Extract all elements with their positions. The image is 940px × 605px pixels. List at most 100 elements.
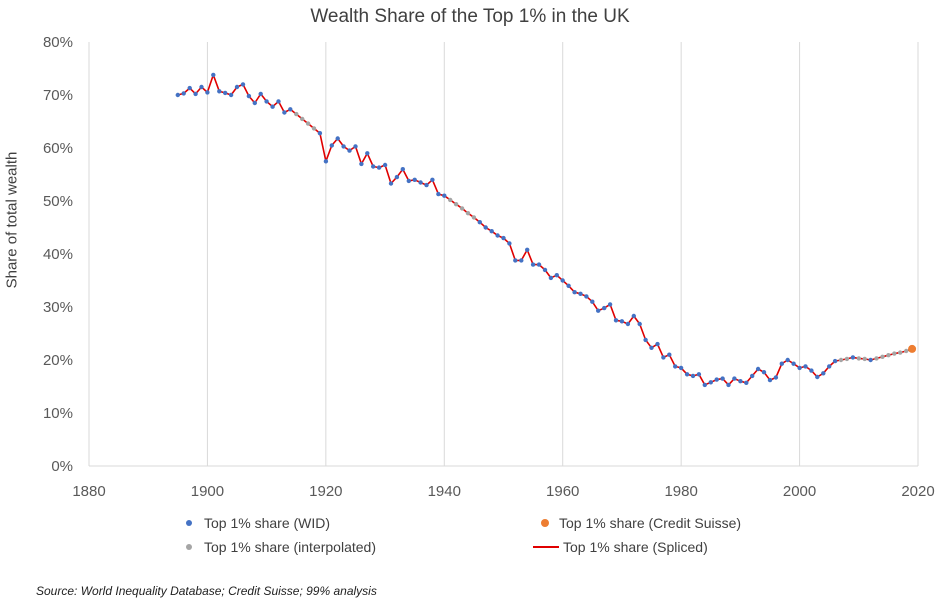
x-tick-label-1960: 1960	[546, 483, 579, 500]
wid-point-1969	[613, 318, 619, 323]
wid-point-2001	[803, 364, 808, 369]
wid-point-1926	[359, 161, 364, 167]
wid-point-1923	[341, 144, 346, 149]
wid-point-1953	[519, 258, 524, 263]
wid-point-1992	[750, 373, 755, 379]
wid-point-1980	[678, 365, 684, 371]
y-tick-label-0%: 0%	[51, 458, 73, 475]
wid-point-1975	[649, 345, 654, 350]
wid-point-1904	[228, 92, 234, 98]
wid-point-1947	[483, 225, 488, 230]
wid-point-1988	[726, 382, 731, 388]
wid-point-1910	[264, 99, 269, 104]
wid-point-1968	[607, 302, 613, 307]
legend-spliced-label: Top 1% share (Spliced)	[563, 539, 708, 555]
interpolated-point-1942	[453, 202, 459, 207]
wid-point-1987	[720, 376, 725, 381]
legend-interp-marker-icon	[186, 544, 192, 550]
wid-point-1895	[175, 92, 180, 98]
wid-point-1970	[619, 319, 625, 324]
wid-point-1935	[412, 177, 417, 182]
wid-point-1951	[507, 241, 512, 246]
wid-point-1985	[708, 380, 713, 385]
wid-point-2005	[827, 364, 832, 369]
y-tick-label-50%: 50%	[43, 193, 73, 210]
gridlines	[88, 42, 919, 467]
wid-point-1902	[217, 89, 222, 94]
wid-point-1962	[572, 290, 577, 295]
wid-point-1928	[371, 164, 376, 169]
interpolated-point-2010	[856, 356, 861, 361]
wid-point-1937	[424, 182, 429, 188]
wid-point-1971	[625, 321, 631, 327]
spliced-line	[177, 74, 913, 386]
wid-point-1964	[584, 294, 589, 299]
wid-point-1911	[270, 104, 275, 109]
wid-point-1961	[566, 283, 571, 288]
y-tick-label-30%: 30%	[43, 299, 73, 316]
wid-point-1933	[400, 167, 405, 172]
wid-point-1938	[430, 177, 435, 182]
wid-point-1998	[785, 357, 790, 363]
wid-point-1963	[578, 291, 583, 296]
wid-point-1983	[696, 372, 702, 377]
wid-point-1993	[755, 366, 761, 372]
y-tick-label-60%: 60%	[43, 140, 73, 157]
wid-point-1958	[548, 275, 554, 281]
wid-point-1899	[199, 84, 204, 90]
wid-point-1927	[365, 151, 370, 156]
wid-point-1982	[690, 373, 696, 379]
wid-point-1903	[223, 90, 228, 96]
interpolated-point-2014	[880, 354, 885, 359]
wid-point-1900	[205, 90, 210, 95]
wid-point-1949	[495, 233, 500, 238]
spliced-series	[177, 74, 913, 386]
legend-wid-marker-icon	[186, 520, 192, 526]
y-tick-label-70%: 70%	[43, 87, 73, 104]
credit-suisse-point-2019	[908, 344, 917, 353]
y-tick-label-80%: 80%	[43, 34, 73, 51]
interpolated-point-1917	[305, 121, 311, 126]
wid-point-1901	[211, 72, 216, 78]
wid-point-2002	[809, 368, 814, 373]
wid-point-1989	[732, 376, 737, 381]
wid-point-1955	[530, 262, 536, 267]
wid-point-1959	[554, 273, 559, 278]
wid-point-1976	[655, 341, 660, 347]
x-tick-label-2020: 2020	[901, 483, 934, 500]
legend-spliced-line-icon	[533, 546, 559, 548]
wid-point-1898	[193, 91, 198, 97]
x-tick-label-1920: 1920	[309, 483, 342, 500]
wid-point-1922	[335, 136, 340, 141]
legend-item-credit-suisse: Top 1% share (Credit Suisse)	[541, 515, 741, 531]
wid-point-1908	[252, 100, 257, 106]
interpolated-point-2013	[874, 356, 879, 361]
wid-point-1932	[394, 174, 400, 180]
wid-point-1897	[187, 85, 192, 91]
interpolated-point-1916	[300, 116, 305, 122]
wid-point-1896	[181, 91, 186, 96]
wid-point-1997	[779, 361, 784, 366]
x-tick-label-1980: 1980	[664, 483, 697, 500]
wid-point-1990	[738, 379, 743, 384]
wid-point-1991	[744, 380, 749, 385]
wid-point-1984	[702, 382, 707, 388]
wid-point-1954	[525, 247, 530, 252]
interpolated-point-1943	[459, 206, 465, 211]
legend-credit-label: Top 1% share (Credit Suisse)	[559, 515, 742, 531]
wid-point-1999	[791, 361, 796, 366]
legend-item-spliced: Top 1% share (Spliced)	[533, 539, 708, 555]
wid-point-1972	[631, 313, 636, 319]
wid-point-1950	[501, 235, 506, 241]
chart-title: Wealth Share of the Top 1% in the UK	[310, 6, 630, 27]
wid-point-1996	[773, 375, 779, 380]
wid-point-2009	[850, 355, 856, 360]
y-tick-label-10%: 10%	[43, 405, 73, 422]
y-tick-label-40%: 40%	[43, 246, 73, 263]
wid-point-1920	[323, 159, 329, 164]
interpolated-point-2018	[904, 348, 909, 354]
wid-point-1913	[282, 110, 287, 115]
wid-point-1914	[288, 107, 293, 112]
wid-point-1977	[661, 355, 666, 360]
